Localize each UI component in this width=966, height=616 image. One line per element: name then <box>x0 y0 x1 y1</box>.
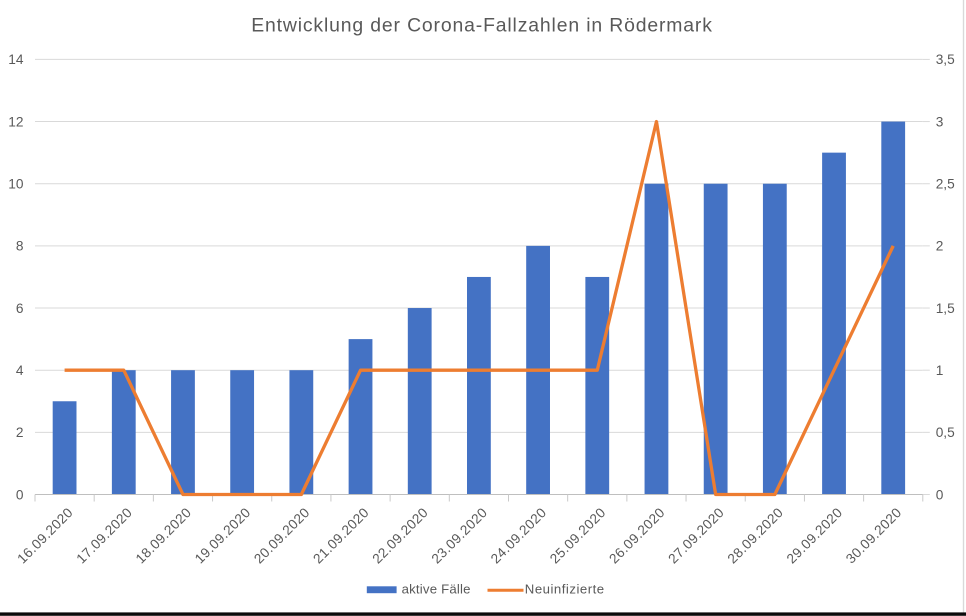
svg-text:4: 4 <box>16 363 24 378</box>
svg-text:2,5: 2,5 <box>936 177 955 192</box>
svg-text:20.09.2020: 20.09.2020 <box>251 505 313 567</box>
svg-text:6: 6 <box>16 301 24 316</box>
svg-text:27.09.2020: 27.09.2020 <box>665 505 727 567</box>
svg-text:aktive Fälle: aktive Fälle <box>402 581 471 596</box>
svg-text:24.09.2020: 24.09.2020 <box>488 505 550 567</box>
svg-text:0: 0 <box>16 487 24 502</box>
svg-text:0,5: 0,5 <box>936 425 955 440</box>
svg-text:3,5: 3,5 <box>936 52 955 67</box>
svg-text:1: 1 <box>936 363 944 378</box>
svg-text:2: 2 <box>936 239 944 254</box>
svg-text:10: 10 <box>8 177 24 192</box>
svg-text:21.09.2020: 21.09.2020 <box>310 505 372 567</box>
svg-text:23.09.2020: 23.09.2020 <box>429 505 491 567</box>
svg-text:26.09.2020: 26.09.2020 <box>606 505 668 567</box>
svg-text:14: 14 <box>8 52 24 67</box>
svg-text:16.09.2020: 16.09.2020 <box>14 505 76 567</box>
svg-text:1,5: 1,5 <box>936 301 955 316</box>
svg-text:30.09.2020: 30.09.2020 <box>843 505 905 567</box>
svg-text:2: 2 <box>16 425 24 440</box>
svg-text:Entwicklung der Corona-Fallzah: Entwicklung der Corona-Fallzahlen in Röd… <box>251 15 713 37</box>
svg-text:19.09.2020: 19.09.2020 <box>192 505 254 567</box>
svg-text:Neuinfizierte: Neuinfizierte <box>525 581 605 596</box>
svg-text:25.09.2020: 25.09.2020 <box>547 505 609 567</box>
svg-text:0: 0 <box>936 487 944 502</box>
svg-text:17.09.2020: 17.09.2020 <box>74 505 136 567</box>
svg-text:22.09.2020: 22.09.2020 <box>370 505 432 567</box>
svg-text:8: 8 <box>16 239 24 254</box>
svg-text:29.09.2020: 29.09.2020 <box>784 505 846 567</box>
svg-text:12: 12 <box>8 114 23 129</box>
svg-text:28.09.2020: 28.09.2020 <box>725 505 787 567</box>
svg-text:3: 3 <box>936 114 944 129</box>
svg-text:18.09.2020: 18.09.2020 <box>133 505 195 567</box>
